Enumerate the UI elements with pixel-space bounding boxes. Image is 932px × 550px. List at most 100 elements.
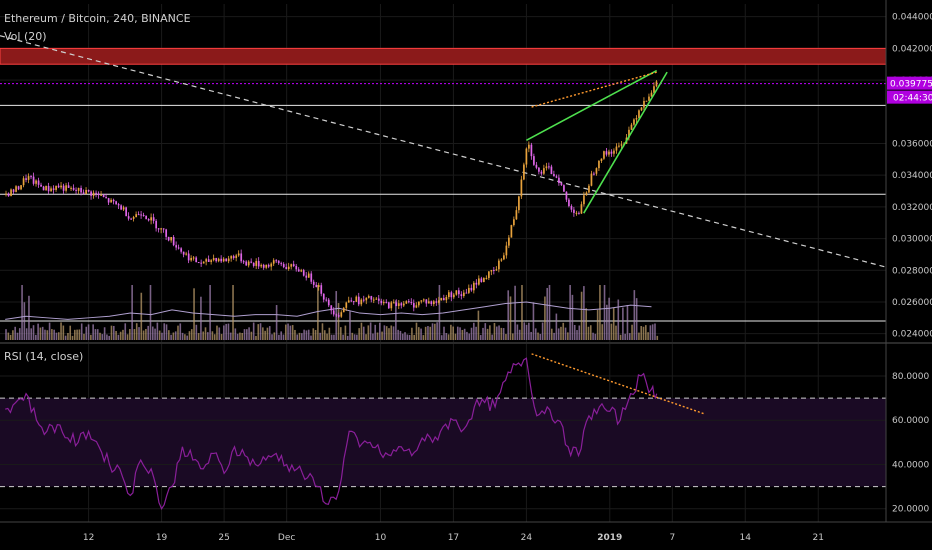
volume-bar: [289, 325, 292, 340]
rsi-pane[interactable]: [0, 353, 886, 510]
candle-body: [187, 253, 190, 261]
volume-bar: [243, 329, 246, 340]
candle-body: [300, 270, 303, 272]
candle-body: [635, 118, 638, 120]
candle-body: [45, 185, 47, 191]
volume-bar: [124, 323, 127, 340]
volume-bar: [133, 329, 136, 340]
volume-bar: [502, 328, 505, 340]
candle-body: [417, 301, 420, 306]
volume-bar: [408, 335, 411, 340]
volume-bar: [571, 294, 574, 340]
candle-body: [563, 185, 565, 192]
candle-body: [530, 144, 533, 157]
volume-bar: [110, 325, 113, 340]
candle-body: [392, 302, 395, 304]
rsi-legend[interactable]: RSI (14, close): [4, 350, 84, 363]
volume-bar: [195, 324, 198, 340]
candle-body: [137, 214, 140, 216]
candle-body: [515, 210, 518, 220]
candle-body: [110, 199, 112, 203]
candle-body: [55, 185, 57, 190]
volume-bar: [514, 285, 516, 340]
volume-bar: [523, 322, 526, 340]
candle-body: [548, 166, 550, 168]
volume-bar: [9, 334, 12, 340]
volume-bar: [323, 330, 326, 340]
candle-body: [370, 296, 373, 300]
volume-bar: [528, 322, 530, 340]
volume-bar: [647, 332, 649, 340]
candle-body: [432, 301, 435, 305]
volume-bar: [51, 329, 53, 340]
rising-wedge-upper: [526, 69, 658, 142]
candle-body: [568, 199, 570, 207]
candle-body: [25, 178, 27, 180]
candle-body: [180, 248, 183, 252]
volume-bar: [218, 327, 221, 340]
volume-bar: [69, 325, 72, 340]
volume-bar: [328, 327, 331, 340]
volume-bar: [420, 328, 422, 340]
volume-bar: [99, 332, 101, 340]
volume-bar: [14, 326, 16, 340]
candle-body: [643, 100, 645, 108]
candle-body: [162, 228, 165, 230]
volume-bar: [424, 326, 427, 340]
volume-bar: [438, 285, 441, 340]
candle-body: [310, 273, 313, 282]
symbol-legend[interactable]: Ethereum / Bitcoin, 240, BINANCE: [4, 12, 191, 25]
candle-body: [330, 305, 333, 311]
volume-bar: [473, 322, 475, 340]
candle-body: [412, 303, 415, 308]
volume-bar: [268, 326, 271, 340]
volume-bar: [190, 329, 193, 340]
candle-body: [30, 176, 32, 178]
candle-body: [645, 100, 648, 102]
rsi-tick-label: 60.0000: [892, 416, 929, 426]
price-tick-label: 0.024000: [892, 330, 932, 340]
volume-bar: [525, 324, 528, 340]
candle-body: [490, 269, 493, 272]
candle-body: [20, 185, 22, 190]
volume-bar: [610, 323, 613, 340]
time-tick-label: 17: [448, 533, 459, 543]
candle-body: [182, 251, 185, 255]
candle-body: [533, 156, 535, 165]
volume-bar: [475, 326, 477, 340]
volume-bar: [406, 334, 409, 340]
volume-bar: [131, 285, 133, 340]
volume-bar: [204, 327, 207, 340]
volume-legend[interactable]: Vol (20): [4, 30, 47, 43]
volume-bar: [411, 327, 413, 340]
volume-bar: [287, 323, 289, 340]
volume-bar: [168, 330, 170, 340]
candle-body: [455, 290, 458, 295]
candle-body: [105, 196, 107, 199]
volume-bar: [30, 328, 33, 340]
candle-body: [578, 212, 580, 214]
volume-bar: [585, 308, 587, 340]
volume-bar: [415, 322, 418, 340]
volume-bar: [378, 322, 381, 340]
candle-body: [135, 214, 137, 218]
volume-bar: [360, 322, 363, 340]
candle-body: [427, 301, 430, 304]
volume-bar: [351, 332, 354, 340]
volume-bar: [48, 322, 51, 340]
volume-bar: [491, 334, 493, 340]
candle-body: [280, 263, 283, 265]
candle-body: [227, 258, 230, 262]
candle-body: [340, 312, 343, 317]
candle-body: [377, 298, 380, 301]
candle-body: [387, 302, 390, 309]
volume-bar: [369, 322, 372, 340]
candle-body: [115, 201, 117, 205]
volume-bar: [656, 335, 659, 340]
volume-bar: [532, 302, 535, 340]
candle-body: [445, 297, 448, 301]
candle-body: [550, 166, 553, 175]
candle-body: [498, 260, 500, 270]
candle-body: [87, 189, 90, 192]
candle-body: [212, 258, 215, 261]
